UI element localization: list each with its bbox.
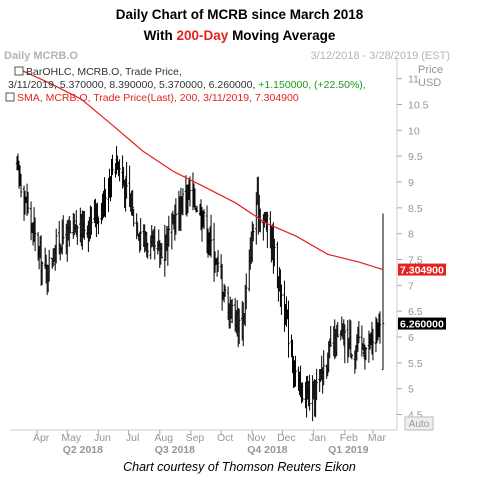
y-tick-label: 8.5 — [408, 203, 423, 215]
y-tick-label: 8 — [408, 229, 414, 241]
x-month-label: Dec — [277, 432, 296, 444]
x-month-label: Jan — [309, 432, 326, 444]
ohlc-series — [15, 146, 385, 422]
chart-legend: BarOHLC, MCRB.O, Trade Price, 3/11/2019,… — [5, 66, 366, 104]
legend-bar-line2: 3/11/2019, 5.370000, 8.390000, 5.370000,… — [8, 79, 366, 91]
x-quarter-label: Q4 2018 — [247, 444, 287, 456]
y-tick-label: 11 — [408, 74, 419, 86]
sma-value-tag — [398, 263, 446, 276]
legend-sma-swatch — [5, 92, 15, 102]
sma-value-tag-label: 7.304900 — [400, 265, 444, 277]
legend-bar-ohlc-values: 3/11/2019, 5.370000, 8.390000, 5.370000,… — [8, 79, 258, 91]
y-tick-label: 6 — [408, 332, 414, 344]
legend-bar-swatch — [14, 66, 24, 76]
auto-scale-label: Auto — [409, 419, 430, 430]
chart-title: Daily Chart of MCRB since March 2018 Wit… — [0, 4, 479, 46]
y-tick-label: 5 — [408, 384, 414, 396]
x-month-label: Apr — [33, 432, 50, 444]
last-price-tag — [398, 317, 446, 330]
price-axis-unit: USD — [418, 77, 441, 89]
chart-title-line2: With 200-Day Moving Average — [0, 25, 479, 46]
chart-title-suffix: Moving Average — [228, 28, 336, 43]
chart-title-line1: Daily Chart of MCRB since March 2018 — [115, 7, 364, 22]
price-axis-title: Price — [418, 64, 443, 76]
x-month-label: Nov — [247, 432, 266, 444]
chart-title-highlight: 200-Day — [176, 28, 229, 43]
x-month-label: Aug — [154, 432, 173, 444]
x-month-label: Feb — [340, 432, 358, 444]
chart-title-prefix: With — [143, 28, 177, 43]
y-tick-label: 7.5 — [408, 255, 423, 267]
chart-background — [0, 46, 479, 456]
y-tick-label: 10.5 — [408, 100, 429, 112]
y-tick-label: 9 — [408, 177, 414, 189]
x-month-label: Jul — [126, 432, 139, 444]
chart-caption: Chart courtesy of Thomson Reuters Eikon — [123, 460, 356, 474]
x-month-label: May — [61, 432, 82, 444]
x-quarter-label: Q2 2018 — [63, 444, 103, 456]
x-month-label: Oct — [217, 432, 233, 444]
chart-header-right: 3/12/2018 - 3/28/2019 (EST) — [311, 50, 450, 62]
y-tick-label: 7 — [408, 280, 414, 292]
x-month-label: Jun — [94, 432, 111, 444]
y-tick-label: 5.5 — [408, 358, 423, 370]
sma-200-line — [16, 67, 384, 271]
time-axis-ticks: Apr May Jun Jul Aug Sep Oct Nov Dec Jan Feb Mar Q2 2… — [33, 430, 387, 456]
chart-header-left: Daily MCRB.O — [4, 50, 78, 62]
legend-bar-line1: BarOHLC, MCRB.O, Trade Price, — [26, 66, 182, 78]
x-quarter-label: Q3 2018 — [155, 444, 195, 456]
x-month-label: Mar — [368, 432, 387, 444]
x-quarter-label: Q1 2019 — [328, 444, 368, 456]
y-tick-label: 6.5 — [408, 306, 423, 318]
x-month-label: Sep — [186, 432, 205, 444]
value-tags: 7.304900 6.260000 — [398, 263, 446, 331]
last-price-tag-label: 6.260000 — [400, 319, 444, 331]
y-tick-label: 9.5 — [408, 151, 423, 163]
legend-bar-change: +1.150000, (+22.50%), — [258, 79, 365, 91]
legend-sma-line: SMA, MCRB.O, Trade Price(Last), 200, 3/1… — [17, 92, 299, 104]
y-tick-label: 10 — [408, 125, 420, 137]
auto-scale-button[interactable] — [404, 416, 434, 431]
price-chart: Daily MCRB.O 3/12/2018 - 3/28/2019 (EST)… — [0, 46, 479, 456]
